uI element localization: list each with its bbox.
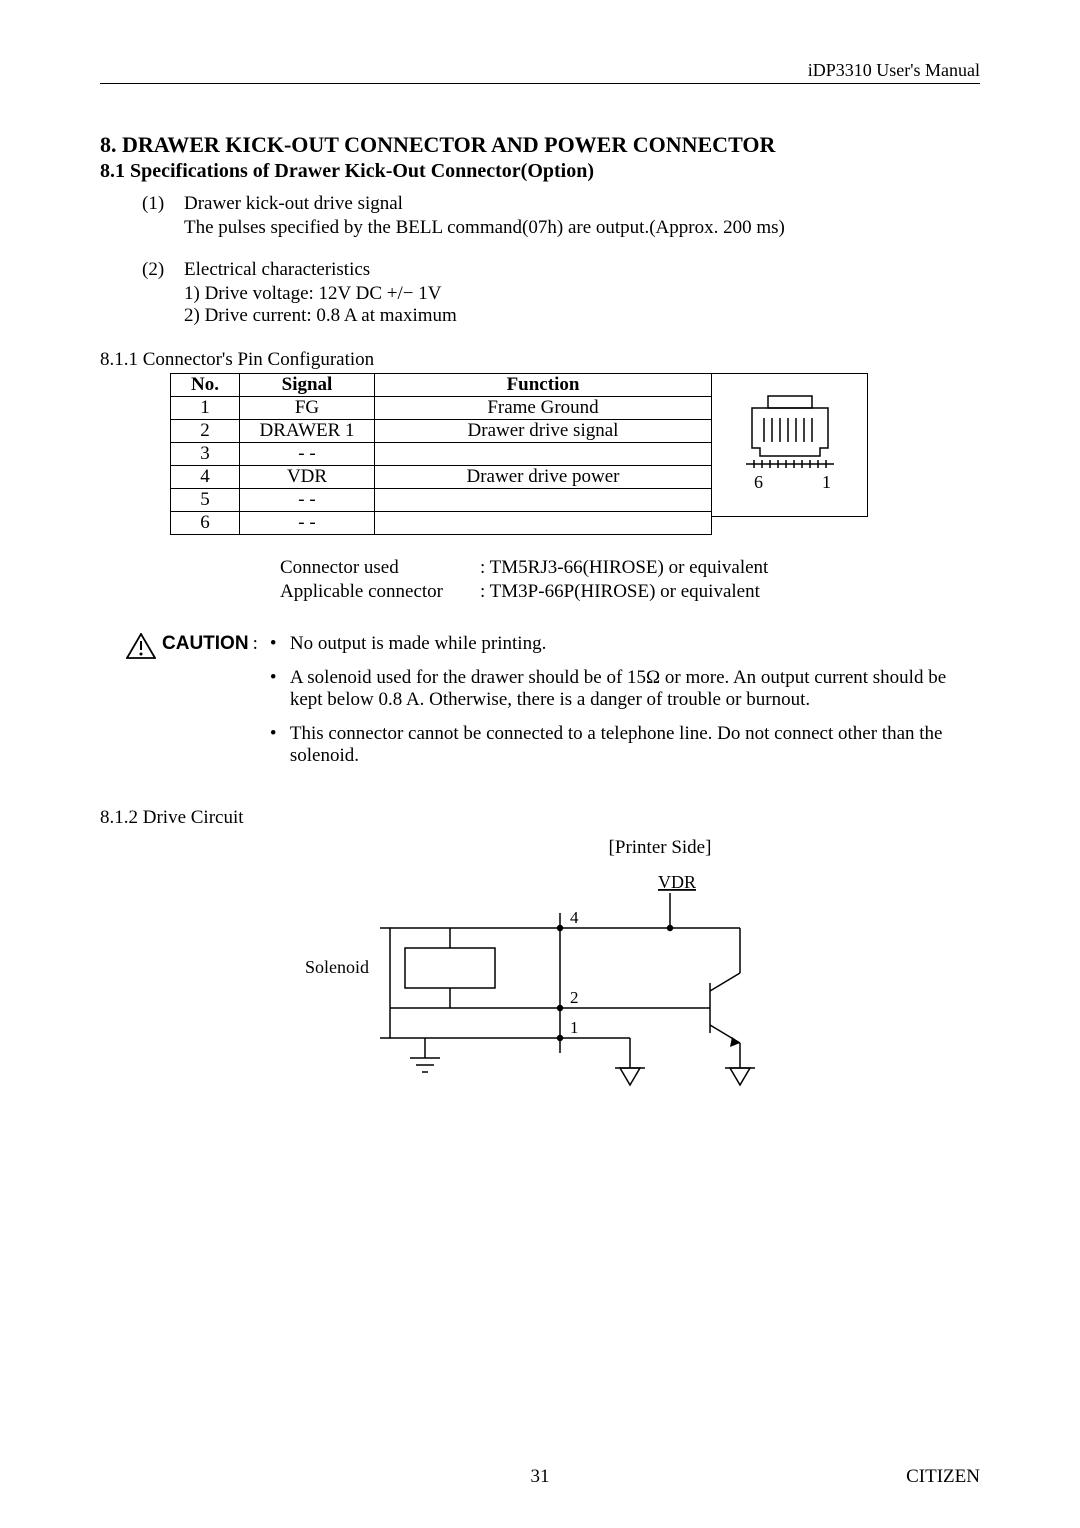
table-cell: Drawer drive power — [375, 466, 712, 489]
pin-configuration-table: No. Signal Function 1 FG Frame Ground 2 … — [170, 373, 712, 535]
connector-diagram-box: 6 1 — [712, 373, 868, 517]
item-text: 2) Drive current: 0.8 A at maximum — [184, 305, 980, 327]
pin-config-heading: 8.1.1 Connector's Pin Configuration — [100, 349, 980, 371]
svg-text:2: 2 — [570, 988, 579, 1007]
pin-table-container: No. Signal Function 1 FG Frame Ground 2 … — [170, 373, 980, 535]
caution-bullet-text: A solenoid used for the drawer should be… — [290, 667, 980, 711]
bullet-icon: • — [270, 667, 290, 711]
table-cell: - - — [240, 443, 375, 466]
item-number: (2) — [142, 259, 184, 281]
spec-item-1: (1) Drawer kick-out drive signal The pul… — [142, 193, 980, 239]
table-cell — [375, 489, 712, 512]
table-cell: DRAWER 1 — [240, 420, 375, 443]
drive-circuit-heading: 8.1.2 Drive Circuit — [100, 807, 980, 829]
table-cell: 2 — [171, 420, 240, 443]
page-number: 31 — [100, 1466, 980, 1488]
subsection-title: 8.1 Specifications of Drawer Kick-Out Co… — [100, 160, 980, 183]
caution-bullet-text: No output is made while printing. — [290, 633, 980, 655]
table-cell: 6 — [171, 512, 240, 535]
svg-text:Solenoid: Solenoid — [305, 957, 369, 977]
table-row: 3 - - — [171, 443, 712, 466]
table-cell: 4 — [171, 466, 240, 489]
brand-name: CITIZEN — [906, 1466, 980, 1488]
header-title: iDP3310 User's Manual — [100, 60, 980, 81]
bullet-icon: • — [270, 633, 290, 655]
table-row: 4 VDR Drawer drive power — [171, 466, 712, 489]
applicable-connector-label: Applicable connector — [280, 581, 480, 603]
applicable-connector-value: : TM3P-66P(HIROSE) or equivalent — [480, 581, 760, 603]
table-cell: 5 — [171, 489, 240, 512]
table-cell: FG — [240, 397, 375, 420]
table-cell: VDR — [240, 466, 375, 489]
caution-block: CAUTION : • No output is made while prin… — [126, 633, 980, 779]
table-cell — [375, 512, 712, 535]
section-title: 8. DRAWER KICK-OUT CONNECTOR AND POWER C… — [100, 132, 980, 158]
bullet-icon: • — [270, 723, 290, 767]
table-cell: - - — [240, 489, 375, 512]
page-footer: 31 CITIZEN — [100, 1466, 980, 1488]
caution-colon: : — [253, 633, 258, 655]
connector-used-block: Connector used : TM5RJ3-66(HIROSE) or eq… — [280, 557, 980, 603]
drive-circuit-diagram: Solenoid VDR 4 2 1 — [270, 873, 790, 1133]
svg-text:VDR: VDR — [658, 873, 696, 892]
table-cell: - - — [240, 512, 375, 535]
caution-label: CAUTION — [162, 633, 249, 655]
item-text: The pulses specified by the BELL command… — [184, 217, 980, 239]
svg-text:4: 4 — [570, 908, 579, 927]
item-number: (1) — [142, 193, 184, 215]
rj-connector-icon: 6 1 — [730, 390, 850, 500]
table-header: Function — [375, 374, 712, 397]
svg-text:1: 1 — [822, 472, 831, 492]
table-row: 1 FG Frame Ground — [171, 397, 712, 420]
connector-used-value: : TM5RJ3-66(HIROSE) or equivalent — [480, 557, 768, 579]
table-cell: Drawer drive signal — [375, 420, 712, 443]
item-text: Electrical characteristics — [184, 259, 980, 281]
header-rule: iDP3310 User's Manual — [100, 60, 980, 84]
svg-text:6: 6 — [754, 472, 763, 492]
table-cell: 3 — [171, 443, 240, 466]
spec-item-2: (2) Electrical characteristics 1) Drive … — [142, 259, 980, 327]
connector-used-label: Connector used — [280, 557, 480, 579]
warning-triangle-icon — [126, 633, 156, 659]
table-row: 2 DRAWER 1 Drawer drive signal — [171, 420, 712, 443]
caution-bullet-text: This connector cannot be connected to a … — [290, 723, 980, 767]
item-text: 1) Drive voltage: 12V DC +/− 1V — [184, 283, 980, 305]
table-cell: Frame Ground — [375, 397, 712, 420]
table-row: 5 - - — [171, 489, 712, 512]
item-text: Drawer kick-out drive signal — [184, 193, 980, 215]
table-row: 6 - - — [171, 512, 712, 535]
svg-text:1: 1 — [570, 1018, 579, 1037]
table-cell — [375, 443, 712, 466]
table-header: No. — [171, 374, 240, 397]
table-header: Signal — [240, 374, 375, 397]
table-cell: 1 — [171, 397, 240, 420]
printer-side-label: [Printer Side] — [340, 837, 980, 859]
